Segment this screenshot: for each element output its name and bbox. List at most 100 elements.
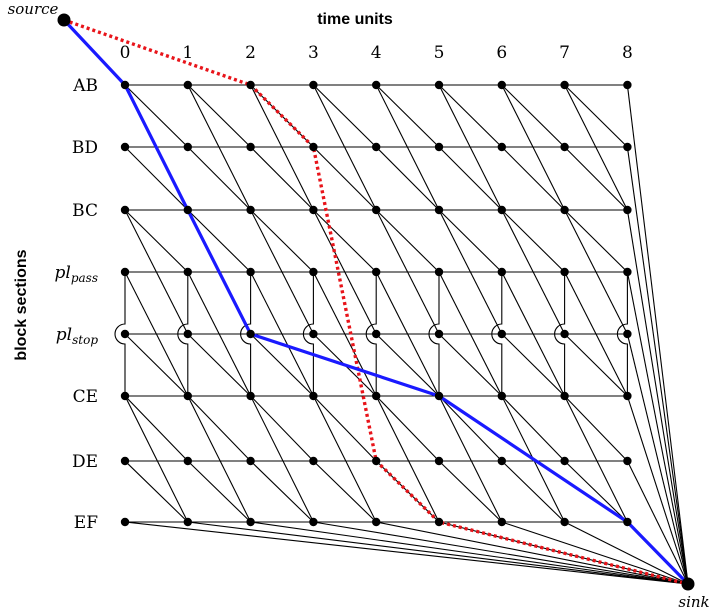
time-tick-label: 1 bbox=[182, 43, 193, 63]
network-node bbox=[560, 80, 569, 90]
sink-edge bbox=[626, 84, 689, 585]
move-edge bbox=[375, 84, 440, 211]
time-tick-label: 2 bbox=[245, 43, 256, 63]
network-node bbox=[434, 517, 444, 527]
network-node bbox=[623, 205, 632, 215]
move-edge bbox=[124, 395, 189, 462]
network-node bbox=[434, 267, 444, 277]
move-edge bbox=[564, 460, 628, 523]
network-node bbox=[434, 391, 444, 401]
sink-edge bbox=[626, 271, 689, 585]
network-node bbox=[309, 456, 318, 466]
move-edge bbox=[438, 333, 503, 397]
move-edge bbox=[438, 209, 503, 335]
block-section-main: pl bbox=[55, 263, 71, 283]
move-edge bbox=[313, 146, 377, 211]
time-tick-label: 6 bbox=[496, 43, 507, 63]
network-node bbox=[560, 142, 569, 152]
network-node bbox=[309, 267, 318, 277]
move-edge bbox=[124, 84, 189, 148]
time-tick-label: 3 bbox=[308, 43, 319, 63]
source-node bbox=[57, 13, 71, 27]
network-node bbox=[120, 391, 130, 401]
network-node bbox=[560, 517, 569, 527]
network-node bbox=[497, 517, 506, 527]
move-edge bbox=[187, 460, 251, 523]
block-section-label: CE bbox=[73, 387, 98, 407]
network-node bbox=[560, 205, 569, 215]
platform-link bbox=[365, 272, 377, 396]
move-edge bbox=[564, 84, 628, 148]
block-section-main: pl bbox=[56, 325, 72, 345]
network-node bbox=[372, 456, 381, 466]
block-section-label: BC bbox=[72, 201, 98, 221]
network-node bbox=[309, 80, 318, 90]
move-edge bbox=[313, 460, 377, 523]
sink-edge bbox=[626, 209, 689, 585]
network-node bbox=[560, 391, 569, 401]
sink-edge bbox=[250, 521, 689, 585]
move-edge bbox=[124, 460, 189, 523]
network-node bbox=[309, 205, 318, 215]
network-node bbox=[497, 456, 506, 466]
network-node bbox=[309, 391, 318, 401]
network-node bbox=[120, 80, 130, 90]
sink-edge bbox=[564, 521, 689, 585]
move-edge bbox=[124, 146, 189, 211]
move-edge bbox=[124, 333, 189, 397]
block-section-label: DE bbox=[72, 452, 98, 472]
move-edge bbox=[313, 395, 377, 462]
time-tick-label: 7 bbox=[559, 43, 570, 63]
move-edge bbox=[438, 395, 503, 523]
move-edge bbox=[250, 209, 314, 273]
move-edge bbox=[312, 271, 377, 397]
block-section-subscript: stop bbox=[72, 333, 98, 347]
sink-edge bbox=[376, 521, 689, 585]
move-edge bbox=[250, 395, 314, 523]
move-edge bbox=[438, 271, 503, 397]
network-node bbox=[372, 517, 381, 527]
network-node bbox=[120, 517, 130, 527]
move-edge bbox=[501, 271, 566, 397]
network-node bbox=[623, 456, 632, 466]
network-node bbox=[434, 80, 444, 90]
platform-link bbox=[177, 272, 189, 396]
network-node bbox=[372, 391, 381, 401]
move-edge bbox=[438, 146, 503, 211]
move-edge bbox=[438, 460, 503, 523]
sink-edge bbox=[187, 521, 689, 585]
network-node bbox=[372, 142, 381, 152]
network-node bbox=[497, 142, 506, 152]
network-node bbox=[246, 267, 255, 277]
network-node bbox=[246, 80, 255, 90]
network-node bbox=[183, 80, 192, 90]
move-edge bbox=[375, 146, 440, 211]
move-edge bbox=[124, 395, 189, 523]
move-edge bbox=[375, 271, 440, 397]
platform-link bbox=[491, 272, 503, 396]
move-edge bbox=[312, 84, 377, 211]
move-edge bbox=[375, 395, 440, 462]
network-node bbox=[623, 329, 632, 339]
move-edge bbox=[564, 84, 628, 211]
network-node bbox=[183, 391, 192, 401]
platform-link bbox=[114, 272, 126, 396]
network-node bbox=[623, 267, 632, 277]
network-node bbox=[183, 517, 192, 527]
network-node bbox=[120, 329, 130, 339]
network-node bbox=[560, 329, 569, 339]
network-node bbox=[497, 80, 506, 90]
block-section-label: AB bbox=[72, 76, 98, 96]
network-node bbox=[623, 142, 632, 152]
block-section-label: BD bbox=[72, 138, 98, 158]
move-edge bbox=[564, 209, 628, 335]
network-node bbox=[372, 267, 381, 277]
move-edge bbox=[501, 84, 565, 148]
move-edge bbox=[564, 271, 628, 397]
network-node bbox=[372, 205, 381, 215]
move-edge bbox=[250, 395, 314, 462]
network-node bbox=[434, 329, 444, 339]
network-node bbox=[246, 517, 255, 527]
platform-link bbox=[302, 272, 314, 396]
